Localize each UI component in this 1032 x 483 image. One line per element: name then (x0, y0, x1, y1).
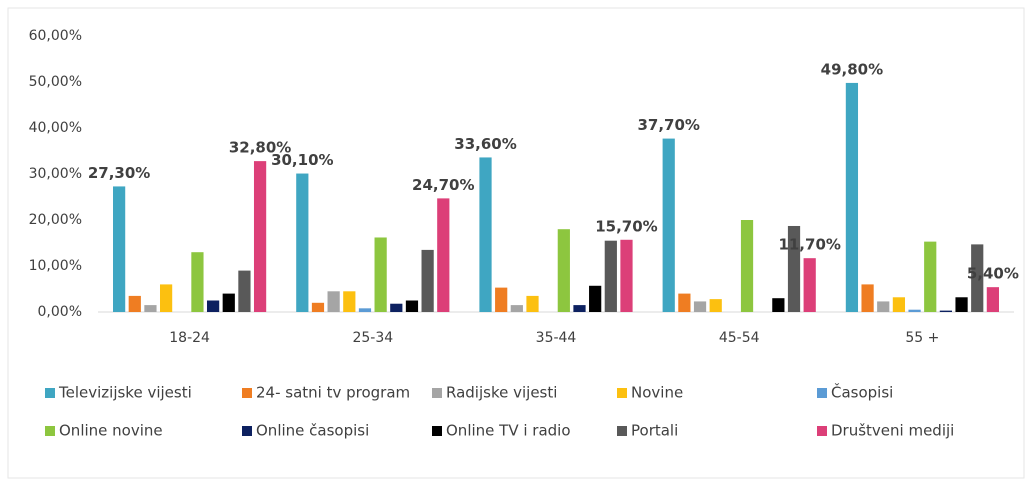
bar (620, 239, 633, 312)
bar (589, 285, 602, 312)
legend-swatch (432, 388, 442, 398)
legend-swatch (617, 388, 627, 398)
bar (908, 309, 921, 312)
bar (709, 299, 722, 312)
data-label: 33,60% (454, 135, 516, 153)
legend-swatch (242, 388, 252, 398)
legend-swatch (242, 426, 252, 436)
bar (437, 198, 450, 312)
x-tick-label: 25-34 (352, 330, 393, 346)
bar (573, 305, 586, 312)
bar (191, 252, 204, 312)
y-tick-label: 40,00% (29, 120, 82, 136)
bar (971, 244, 984, 312)
bar (557, 229, 570, 312)
bar (526, 295, 539, 312)
legend-swatch (432, 426, 442, 436)
y-tick-label: 20,00% (29, 212, 82, 228)
x-tick-label: 35-44 (536, 330, 577, 346)
data-label: 24,70% (412, 176, 474, 194)
y-tick-label: 60,00% (29, 28, 82, 44)
bar (772, 298, 785, 312)
legend-swatch (617, 426, 627, 436)
bar (740, 220, 754, 312)
legend-swatch (45, 426, 55, 436)
legend-label: Novine (631, 384, 683, 402)
bar (128, 295, 141, 312)
legend-swatch (45, 388, 55, 398)
x-tick-label: 45-54 (719, 330, 760, 346)
y-tick-label: 30,00% (29, 166, 82, 182)
data-label: 15,70% (595, 217, 657, 235)
bar (787, 225, 801, 312)
legend-swatch (817, 388, 827, 398)
bar (845, 82, 859, 312)
chart-border (7, 7, 1025, 479)
x-tick-label: 55 + (905, 330, 939, 346)
legend-label: Portali (631, 422, 678, 440)
bar (311, 302, 325, 312)
legend-label: Radijske vijesti (446, 384, 557, 402)
y-tick-label: 10,00% (29, 258, 82, 274)
bar (678, 293, 691, 312)
bar (510, 305, 523, 312)
bar (939, 310, 953, 312)
bar (955, 297, 968, 312)
data-label: 11,70% (778, 236, 840, 254)
bar (604, 240, 617, 312)
data-label: 49,80% (821, 60, 883, 78)
bar (343, 291, 356, 312)
bar (159, 284, 173, 312)
bar (374, 237, 387, 312)
bar (206, 300, 220, 312)
legend-label: Časopisi (831, 383, 893, 402)
bar (892, 297, 906, 312)
bar (662, 138, 675, 312)
legend-swatch (817, 426, 827, 436)
legend-label: Online novine (59, 422, 163, 440)
bar (405, 300, 419, 312)
bar (803, 258, 816, 312)
data-label: 37,70% (637, 116, 699, 134)
bar (327, 291, 340, 312)
bar (693, 301, 707, 312)
legend-label: 24- satni tv program (256, 384, 410, 402)
bar (358, 308, 372, 312)
bar (296, 173, 309, 312)
bar (253, 161, 267, 312)
bar (390, 303, 403, 312)
data-label: 30,10% (271, 151, 333, 169)
y-tick-label: 0,00% (38, 304, 82, 320)
legend-label: Online TV i radio (446, 422, 571, 440)
legend-label: Društveni mediji (831, 422, 954, 440)
legend-label: Online časopisi (256, 422, 369, 440)
legend-label: Televizijske vijesti (58, 384, 192, 402)
bar (924, 241, 937, 312)
data-label: 32,80% (229, 139, 291, 157)
bar (986, 287, 999, 312)
bar (113, 186, 126, 312)
bar (861, 284, 874, 312)
bar (144, 305, 157, 312)
bar (877, 301, 890, 312)
bar (421, 249, 434, 312)
data-label: 27,30% (88, 164, 150, 182)
bar (222, 293, 235, 312)
data-label: 5,40% (967, 265, 1019, 283)
bar (479, 157, 492, 312)
bar (495, 287, 508, 312)
y-tick-label: 50,00% (29, 74, 82, 90)
x-tick-label: 18-24 (169, 330, 210, 346)
bar (238, 270, 251, 312)
